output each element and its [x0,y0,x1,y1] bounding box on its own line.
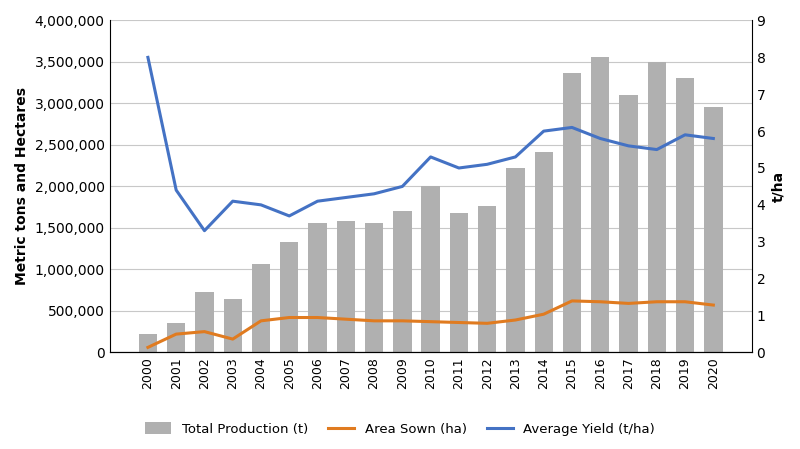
Bar [252,264,270,352]
Bar [138,334,157,352]
Bar [450,213,468,352]
Bar [506,168,525,352]
Bar [223,299,242,352]
Y-axis label: t/ha: t/ha [771,171,785,202]
Bar [478,207,496,352]
Bar [591,57,610,352]
Bar [534,152,553,352]
Bar [195,292,214,352]
Bar [648,62,666,352]
Bar [365,223,383,352]
Bar [422,186,440,352]
Bar [393,211,411,352]
Bar [676,78,694,352]
Bar [619,95,638,352]
Y-axis label: Metric tons and Hectares: Metric tons and Hectares [15,88,29,286]
Bar [308,223,326,352]
Bar [337,221,355,352]
Bar [704,107,722,352]
Bar [280,242,298,352]
Bar [167,323,186,352]
Bar [562,73,581,352]
Legend: Total Production (t), Area Sown (ha), Average Yield (t/ha): Total Production (t), Area Sown (ha), Av… [138,416,662,442]
